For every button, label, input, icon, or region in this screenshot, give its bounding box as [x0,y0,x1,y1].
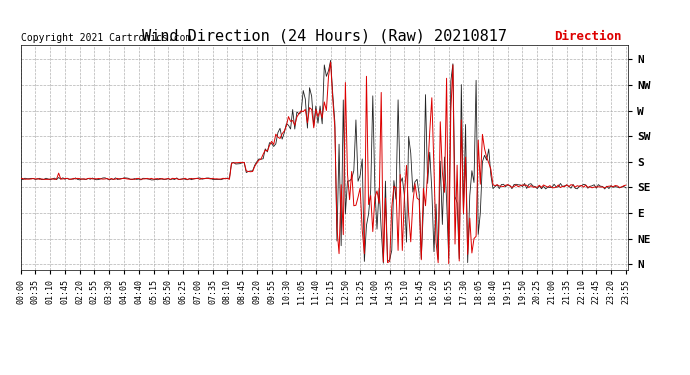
Title: Wind Direction (24 Hours) (Raw) 20210817: Wind Direction (24 Hours) (Raw) 20210817 [142,29,506,44]
Text: Direction: Direction [554,30,622,43]
Text: Copyright 2021 Cartronics.com: Copyright 2021 Cartronics.com [21,33,191,43]
